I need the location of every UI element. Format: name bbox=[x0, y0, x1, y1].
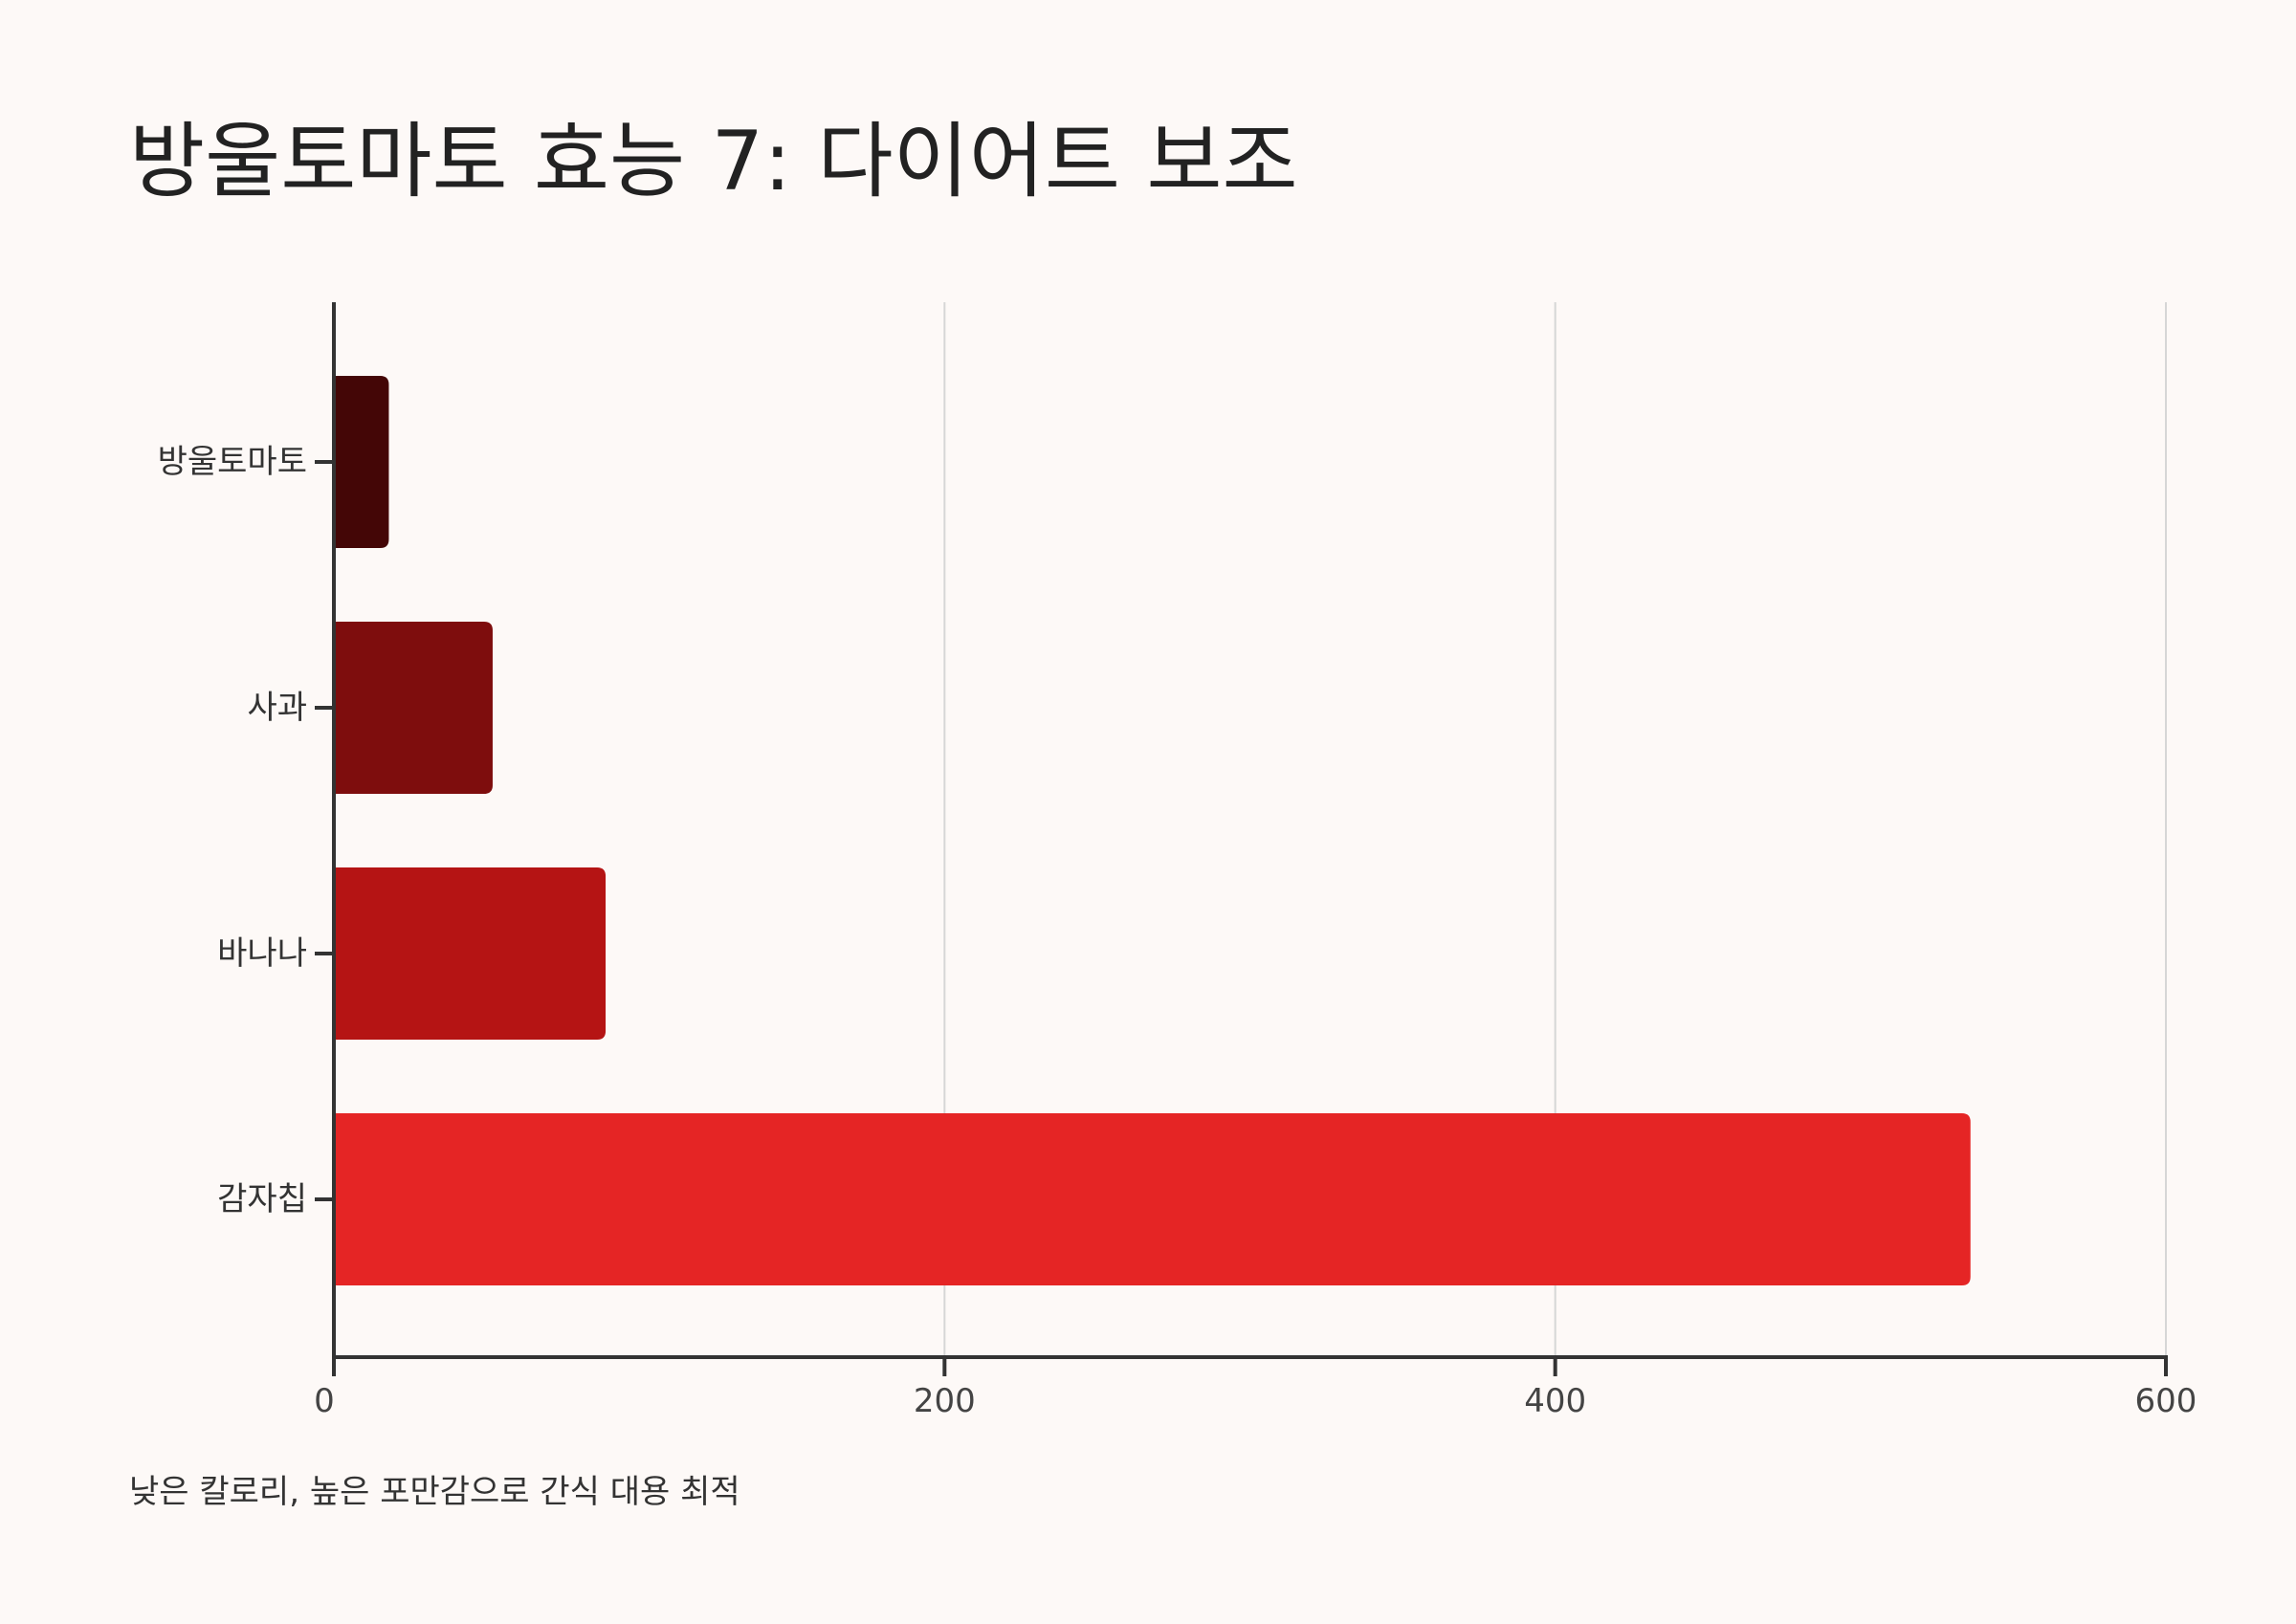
category-label: 바나나 bbox=[217, 934, 307, 973]
bar bbox=[334, 622, 493, 794]
x-tick-label: 600 bbox=[2135, 1382, 2197, 1420]
chart-title: 방울토마토 효능 7: 다이어트 보조 bbox=[129, 114, 1298, 209]
category-label: 방울토마토 bbox=[158, 443, 307, 481]
x-tick-label: 400 bbox=[1524, 1382, 1586, 1420]
category-label: 감자칩 bbox=[217, 1180, 307, 1218]
bars bbox=[334, 376, 1971, 1285]
bar bbox=[334, 867, 607, 1040]
bar bbox=[334, 1113, 1971, 1285]
x-tick-label: 200 bbox=[914, 1382, 976, 1420]
x-tick-label: 0 bbox=[314, 1382, 335, 1420]
chart-caption: 낮은 칼로리, 높은 포만감으로 간식 대용 최적 bbox=[129, 1473, 740, 1511]
category-label: 사과 bbox=[247, 689, 307, 727]
bar bbox=[334, 376, 389, 548]
axes bbox=[315, 302, 2168, 1376]
x-tick-labels: 0 200 400 600 bbox=[314, 1382, 2197, 1420]
